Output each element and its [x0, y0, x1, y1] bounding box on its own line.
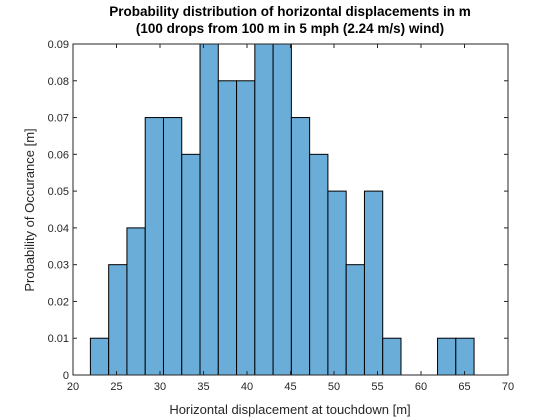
x-tick-label: 30 [154, 381, 166, 393]
histogram-bar [272, 43, 292, 376]
histogram-bar [144, 117, 164, 376]
y-axis-ticks: 0 0.01 0.02 0.03 0.04 0.05 0.06 0.07 0.08 0.09 [48, 39, 508, 382]
histogram-bar [327, 190, 347, 376]
y-tick-label: 0.06 [48, 149, 69, 161]
histogram-bar [162, 117, 183, 376]
histogram-bar [217, 80, 238, 376]
y-tick-label: 0.07 [48, 113, 69, 125]
y-axis-label: Probability of Occurance [m] [22, 128, 37, 291]
y-tick-label: 0.04 [48, 223, 69, 235]
y-tick-label: 0.09 [48, 39, 69, 51]
histogram-bar [126, 227, 146, 376]
plot-area-frame [72, 43, 509, 376]
y-tick-label: 0.02 [48, 296, 69, 308]
histogram-bar [437, 337, 457, 376]
histogram-bar [254, 43, 274, 376]
x-tick-label: 35 [197, 381, 209, 393]
y-tick-label: 0 [63, 370, 69, 382]
histogram-bar [455, 337, 475, 376]
x-tick-label: 40 [241, 381, 253, 393]
histogram-bar [382, 337, 402, 376]
chart-title: Probability distribution of horizontal d… [109, 4, 471, 19]
histogram-bar [345, 264, 365, 376]
x-tick-label: 70 [502, 381, 514, 393]
histogram-bar [199, 43, 219, 376]
x-tick-label: 65 [458, 381, 470, 393]
y-tick-label: 0.08 [48, 76, 69, 88]
chart-subtitle: (100 drops from 100 m in 5 mph (2.24 m/s… [136, 21, 444, 36]
y-tick-label: 0.03 [48, 260, 69, 272]
y-tick-label: 0.05 [48, 186, 69, 198]
x-tick-label: 60 [415, 381, 427, 393]
histogram-bar [108, 264, 128, 376]
x-axis-label: Horizontal displacement at touchdown [m] [169, 402, 410, 417]
x-tick-label: 25 [110, 381, 122, 393]
histogram-bar [181, 153, 201, 376]
x-tick-label: 55 [371, 381, 383, 393]
histogram-bar [290, 117, 311, 376]
x-tick-label: 20 [67, 381, 79, 393]
histogram-bar [309, 153, 329, 376]
x-axis-ticks: 20 25 30 35 40 45 50 55 60 65 70 [67, 44, 514, 393]
x-tick-label: 50 [328, 381, 340, 393]
x-tick-label: 45 [284, 381, 296, 393]
bars-group [89, 43, 475, 376]
y-tick-label: 0.01 [48, 333, 69, 345]
histogram-bar [236, 80, 256, 376]
histogram-bar [363, 190, 384, 376]
histogram-bar [89, 337, 110, 376]
